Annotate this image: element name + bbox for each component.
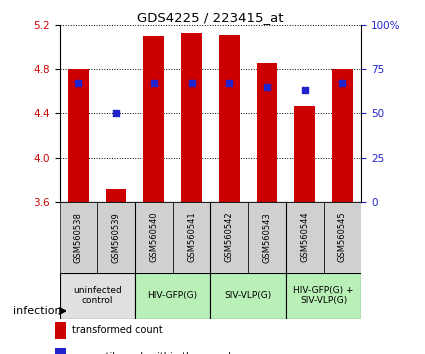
Text: GSM560539: GSM560539 — [112, 212, 121, 263]
Text: GSM560544: GSM560544 — [300, 212, 309, 263]
Text: HIV-GFP(G): HIV-GFP(G) — [147, 291, 198, 300]
Text: GSM560540: GSM560540 — [149, 212, 158, 263]
Text: transformed count: transformed count — [72, 325, 163, 336]
Text: percentile rank within the sample: percentile rank within the sample — [72, 352, 237, 354]
Bar — [286, 202, 323, 273]
Text: GSM560542: GSM560542 — [225, 212, 234, 263]
Bar — [332, 69, 353, 202]
Text: GSM560545: GSM560545 — [338, 212, 347, 263]
Bar — [97, 202, 135, 273]
Text: GSM560538: GSM560538 — [74, 212, 83, 263]
Bar — [106, 188, 127, 202]
Bar — [219, 35, 240, 202]
Bar — [60, 273, 135, 319]
Bar — [135, 202, 173, 273]
Point — [113, 110, 119, 116]
Text: SIV-VLP(G): SIV-VLP(G) — [224, 291, 272, 300]
Bar — [323, 202, 361, 273]
Text: GSM560541: GSM560541 — [187, 212, 196, 263]
Bar — [173, 202, 210, 273]
Bar — [143, 36, 164, 202]
Bar — [135, 273, 210, 319]
Bar — [286, 273, 361, 319]
Bar — [55, 322, 66, 339]
Point — [75, 80, 82, 86]
Point — [150, 80, 157, 86]
Text: GSM560543: GSM560543 — [263, 212, 272, 263]
Title: GDS4225 / 223415_at: GDS4225 / 223415_at — [137, 11, 283, 24]
Bar — [248, 202, 286, 273]
Point — [188, 80, 195, 86]
Text: uninfected
control: uninfected control — [73, 286, 122, 305]
Bar — [210, 273, 286, 319]
Bar — [55, 348, 66, 354]
Point — [301, 87, 308, 93]
Point — [339, 80, 346, 86]
Bar — [181, 33, 202, 202]
Bar — [294, 105, 315, 202]
Text: HIV-GFP(G) +
SIV-VLP(G): HIV-GFP(G) + SIV-VLP(G) — [293, 286, 354, 305]
Bar — [60, 202, 97, 273]
Bar — [257, 63, 278, 202]
Bar — [68, 69, 89, 202]
Bar — [210, 202, 248, 273]
Text: infection: infection — [13, 306, 61, 316]
Point — [264, 84, 270, 90]
Point — [226, 80, 232, 86]
